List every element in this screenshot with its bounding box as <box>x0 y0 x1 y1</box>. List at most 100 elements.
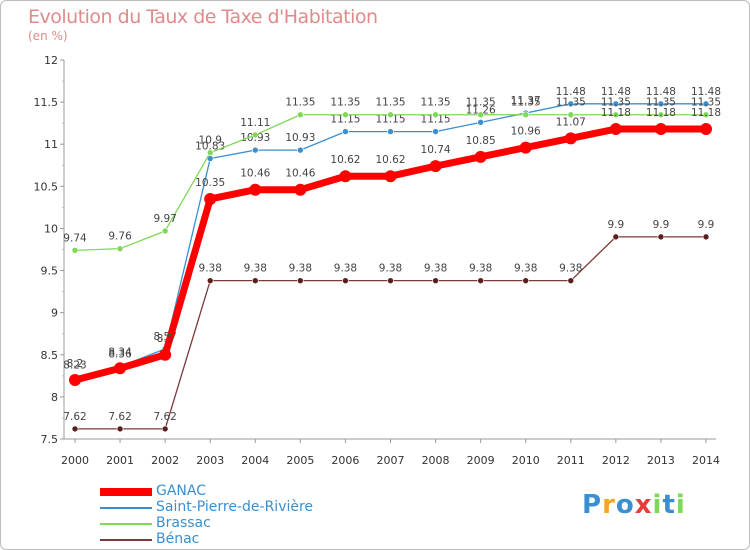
proxiti-logo: Proxiti <box>582 490 686 520</box>
logo-letter: i <box>652 490 663 520</box>
data-point <box>297 277 304 284</box>
logo-letter: o <box>615 490 635 520</box>
x-tick-label: 2002 <box>151 454 179 467</box>
data-label: 11.18 <box>601 107 631 119</box>
data-label: 9.38 <box>424 263 447 275</box>
data-point <box>297 111 304 119</box>
data-point <box>204 192 217 205</box>
data-label: 7.62 <box>153 411 176 423</box>
data-label: 9.38 <box>514 263 537 275</box>
x-tick-label: 2003 <box>196 454 224 467</box>
data-label: 9.38 <box>244 263 267 275</box>
data-label: 10.85 <box>466 135 496 147</box>
data-label: 11.48 <box>646 86 676 98</box>
data-label: 10.62 <box>375 154 405 166</box>
data-point <box>702 233 710 241</box>
data-label: 8.34 <box>108 346 132 358</box>
data-point <box>612 100 620 108</box>
data-point <box>612 233 620 241</box>
data-label: 10.46 <box>285 168 315 180</box>
data-point <box>384 170 397 183</box>
x-tick-label: 2005 <box>286 454 314 467</box>
data-point <box>387 111 394 119</box>
data-point <box>432 111 439 119</box>
legend-label: Brassac <box>156 515 211 531</box>
y-tick-label: 10.5 <box>34 180 59 193</box>
data-label: 8.36 <box>108 349 132 361</box>
data-label: 10.62 <box>330 154 360 166</box>
y-tick-label: 9.5 <box>41 265 59 278</box>
data-point <box>522 111 530 119</box>
legend-item: GANAC <box>100 483 400 499</box>
data-label: 9.38 <box>334 263 357 275</box>
data-label: 11.35 <box>330 97 360 109</box>
data-label: 10.35 <box>195 177 225 189</box>
data-point <box>567 100 575 108</box>
logo-letter: t <box>662 490 676 520</box>
data-label: 10.96 <box>511 126 541 138</box>
data-point <box>342 277 349 284</box>
data-label: 11.35 <box>375 97 405 109</box>
data-label: 11.15 <box>330 114 360 126</box>
data-label: 9.38 <box>289 263 312 275</box>
data-label: 7.62 <box>108 411 131 423</box>
legend-swatch <box>100 507 152 509</box>
x-tick-label: 2011 <box>557 454 585 467</box>
data-point <box>251 131 259 139</box>
data-label: 11.15 <box>421 114 451 126</box>
legend-label: Saint-Pierre-de-Rivière <box>156 499 314 515</box>
data-point <box>159 348 172 361</box>
data-point <box>387 277 394 284</box>
data-label: 9.9 <box>698 219 715 231</box>
data-point <box>114 362 127 375</box>
data-label: 11.35 <box>646 97 676 109</box>
legend-swatch <box>100 539 152 541</box>
data-label: 9.38 <box>379 263 402 275</box>
data-point <box>702 111 710 119</box>
legend-swatch <box>100 488 152 496</box>
data-point <box>161 425 169 433</box>
data-point <box>206 277 214 284</box>
data-label: 7.62 <box>63 411 86 423</box>
logo-letter: x <box>634 490 653 520</box>
data-point <box>519 141 532 154</box>
data-point <box>657 100 665 108</box>
chart-title: Evolution du Taux de Taxe d'Habitation <box>28 6 378 28</box>
legend-label: GANAC <box>156 483 207 499</box>
y-tick-label: 11.5 <box>34 96 59 109</box>
chart-subtitle: (en %) <box>28 29 68 43</box>
data-label: 9.74 <box>63 232 87 244</box>
data-label: 11.37 <box>511 95 541 107</box>
data-point <box>522 277 530 284</box>
data-label: 11.48 <box>691 86 721 98</box>
x-tick-label: 2012 <box>602 454 630 467</box>
line-chart: 7.5 8 8.5 9 9.5 10 10.5 11 11.5 12 2000 2001 2002 200… <box>34 54 722 467</box>
data-label: 11.35 <box>511 97 541 109</box>
data-label: 10.74 <box>421 144 451 156</box>
data-point <box>294 183 307 196</box>
y-tick-label: 10 <box>44 222 58 235</box>
y-tick-label: 7.5 <box>41 433 59 446</box>
legend-item: Saint-Pierre-de-Rivière <box>100 499 400 515</box>
data-point <box>429 160 442 173</box>
data-point <box>206 149 214 156</box>
x-tick-label: 2000 <box>61 454 89 467</box>
data-point <box>700 123 712 136</box>
x-tick-label: 2009 <box>467 454 495 467</box>
legend-label: Bénac <box>156 531 200 547</box>
y-tick-label: 8 <box>51 391 58 404</box>
y-tick-label: 11 <box>44 138 58 151</box>
data-label: 11.15 <box>375 114 405 126</box>
data-point <box>342 111 349 119</box>
data-label: 10.9 <box>199 135 222 147</box>
legend-item: Bénac <box>100 531 400 547</box>
data-point <box>657 111 665 119</box>
data-point <box>432 277 439 284</box>
data-point <box>297 146 304 154</box>
x-tick-label: 2006 <box>331 454 359 467</box>
x-tick-label: 2004 <box>241 454 269 467</box>
data-label: 11.18 <box>691 107 721 119</box>
data-point <box>477 119 484 126</box>
data-point <box>477 111 484 119</box>
data-label: 11.35 <box>466 97 496 109</box>
